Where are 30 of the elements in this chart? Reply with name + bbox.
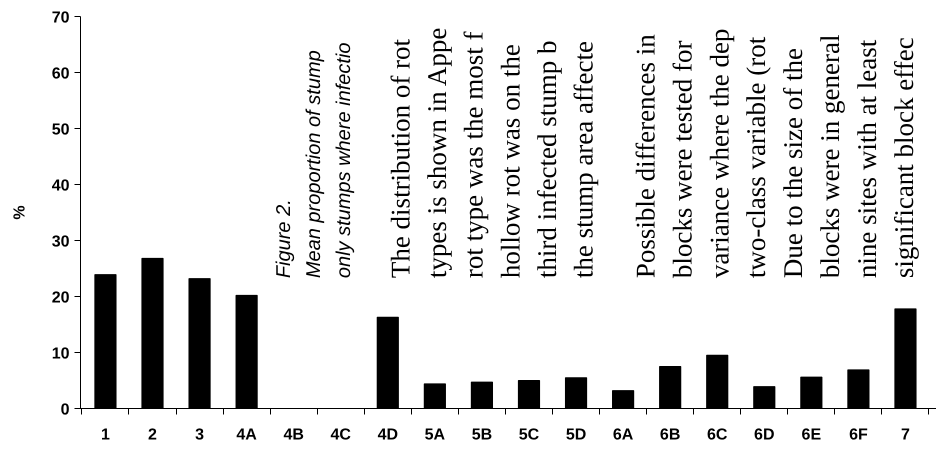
y-axis-title: % [12,205,29,220]
y-tick-label: 60 [52,66,70,82]
x-tick-label: 5D [566,426,586,444]
x-tick-label: 2 [148,426,158,444]
x-tick-label: 6A [612,426,634,444]
y-tick-label: 40 [52,178,70,194]
annotation: Possible differences in blocks were tested for variance where the dep two-class variable (rot Due to the size of the blocks were in general nine sites with at least significant block effec [630,28,919,278]
y-tick-label: 10 [52,346,70,362]
x-tick-label: 6B [660,426,680,444]
y-tick-label: 30 [52,234,70,250]
x-tick-label: 5A [424,426,446,444]
x-tick-label: 4A [236,426,258,444]
y-tick-label: 20 [52,290,70,306]
x-tick-label: 6D [754,426,775,444]
x-tick-label: 6C [706,426,728,444]
x-tick-label: 6E [802,426,822,444]
x-tick-label: 6F [849,426,868,444]
x-tick-label: 4B [283,426,304,444]
annotation: The distribution of rot types is shown in Appe rot type was the most f hollow rot was on the third infected stump b the stump area affecte [386,28,598,278]
x-tick-label: 3 [195,426,204,444]
x-tick-label: 1 [100,426,110,444]
y-tick-label: 50 [52,122,70,138]
x-tick-label: 4C [330,426,352,444]
annotation: Figure 2. Mean proportion of stump only stumps where infectio [273,42,356,278]
y-tick-label: 0 [60,402,70,418]
x-tick-label: 4D [378,426,398,444]
x-tick-label: 5C [518,426,540,444]
x-tick-label: 7 [901,426,910,444]
x-tick-label: 5B [472,426,492,444]
y-tick-label: 70 [52,10,70,26]
